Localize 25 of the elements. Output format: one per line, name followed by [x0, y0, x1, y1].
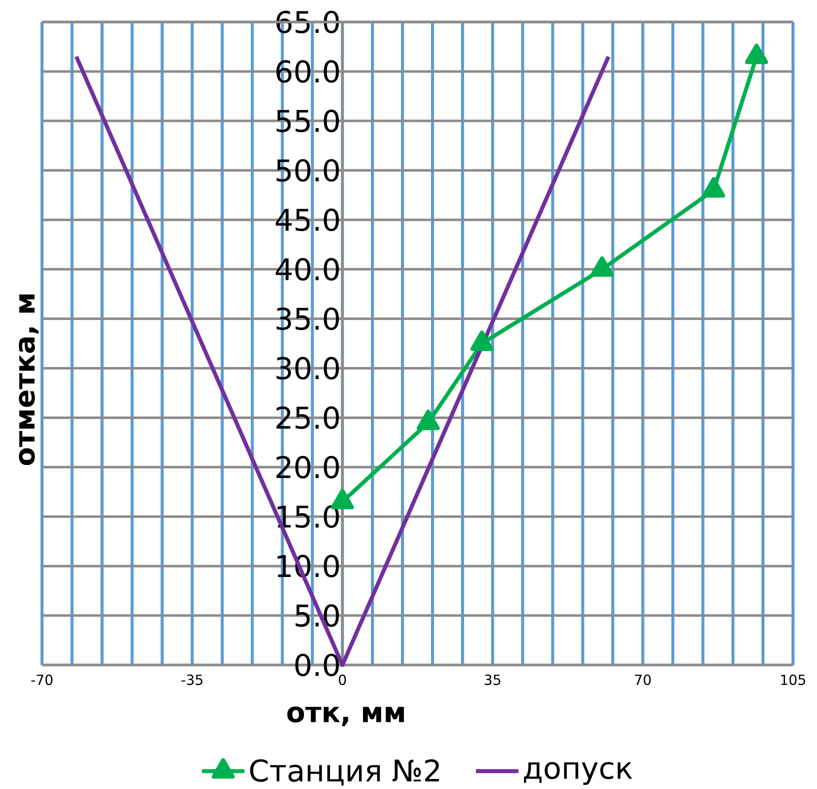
- point: [590, 256, 614, 277]
- point: [745, 44, 768, 64]
- y-tick-label: 25.0: [276, 406, 339, 429]
- x-tick-label: 35: [484, 674, 500, 686]
- y-tick-label: 0.0: [295, 654, 339, 676]
- x-tick-label: -35: [182, 674, 202, 686]
- legend-label: Станция №2: [250, 759, 439, 786]
- point: [416, 410, 440, 430]
- y-tick-label: 60.0: [276, 60, 339, 83]
- y-tick-label: 55.0: [276, 110, 339, 132]
- point: [702, 177, 726, 198]
- y-axis-title: отметка, м: [18, 294, 38, 466]
- y-tick-label: 20.0: [276, 456, 339, 478]
- x-tick-label: 105: [781, 674, 806, 686]
- y-tick-label: 35.0: [276, 307, 339, 330]
- point: [470, 330, 494, 351]
- y-tick-label: 40.0: [276, 258, 339, 281]
- y-tick-label: 30.0: [276, 356, 339, 380]
- x-axis-title: отк, мм: [287, 706, 404, 726]
- legend-label: допуск: [524, 762, 632, 785]
- x-tick-label: 70: [635, 674, 651, 686]
- x-tick-label: 0: [338, 674, 346, 686]
- y-tick-label: 45.0: [276, 208, 339, 232]
- x-tick-label: -70: [31, 674, 52, 686]
- y-tick-label: 50.0: [276, 159, 339, 182]
